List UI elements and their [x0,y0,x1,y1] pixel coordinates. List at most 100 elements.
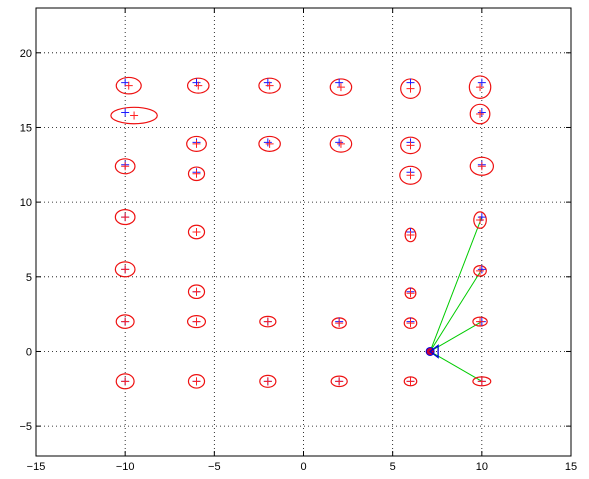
x-tick-label: 15 [565,461,577,473]
covariance-ellipse [114,209,136,226]
y-tick-labels: −5 0 5 10 15 20 [19,48,32,433]
covariance-ellipses [110,75,495,390]
covariance-ellipse [468,75,492,99]
x-tick-label: −10 [116,461,135,473]
covariance-ellipse [187,284,206,300]
estimated-landmark-marker [406,377,415,386]
estimated-landmark-marker [121,265,130,274]
covariance-ellipse [469,156,495,176]
estimated-landmark-marker [336,139,345,148]
covariance-ellipse [400,136,421,155]
covariance-ellipse [187,166,206,182]
true-landmark-marker [121,108,130,117]
covariance-ellipse [473,265,487,277]
true-landmark-marker [263,138,272,147]
y-tick-label: 15 [20,122,32,134]
covariance-ellipse [115,314,135,329]
estimated-landmark-marker [265,81,274,90]
x-tick-label: −5 [208,461,221,473]
covariance-ellipse [110,106,158,125]
estimated-landmark-marker [121,162,130,171]
estimated-landmark-marker [192,377,201,386]
observation-lines [429,216,483,382]
estimated-landmark-marker [192,317,201,326]
true-landmark-marker [477,108,486,117]
estimated-landmark-marker [130,111,139,120]
true-landmark-marker [477,78,486,87]
covariance-ellipse [186,77,210,94]
estimated-landmark-marker [406,319,415,328]
covariance-ellipse [469,103,491,125]
estimated-landmark-marker [121,377,130,386]
covariance-ellipse [472,376,492,387]
estimated-landmark-marker [406,171,415,180]
grid-lines [36,8,571,456]
estimated-landmark-marker [121,317,130,326]
true-landmark-marker [335,78,344,87]
observation-line [429,269,483,352]
axis-ticks [35,8,572,456]
covariance-ellipse [187,374,206,389]
estimated-landmark-marker [192,139,201,148]
covariance-ellipse [403,376,418,387]
estimated-landmark-marker [335,377,344,386]
x-tick-label: 10 [476,461,488,473]
estimated-landmark-marker [476,216,485,225]
estimated-landmark-marker [335,319,344,328]
estimated-landmark-marker [406,141,415,150]
x-tick-label: −15 [27,461,46,473]
observation-line [429,216,483,352]
covariance-ellipse [114,158,136,175]
y-tick-label: 0 [26,346,32,358]
estimated-landmark-marker [406,84,415,93]
covariance-ellipse [472,316,488,327]
estimated-landmark-marker [476,317,485,326]
estimated-landmark-marker [192,287,201,296]
covariance-ellipse [258,77,281,94]
robot-pose [425,344,439,359]
estimated-landmark-marker [476,110,485,119]
y-tick-label: 20 [20,48,32,60]
true-landmark-marker [335,138,344,147]
robot-heading-triangle [429,344,439,359]
covariance-ellipse [259,315,277,328]
estimated-landmark-marker [406,230,415,239]
covariance-ellipse [330,375,348,388]
estimated-landmark-marker [406,289,415,298]
estimated-landmark-markers [121,81,486,386]
covariance-ellipse [258,135,281,152]
estimated-landmark-marker [192,228,201,236]
estimated-landmark-marker [121,213,130,222]
estimated-landmark-marker [192,169,201,178]
covariance-ellipse [115,373,135,390]
estimated-landmark-marker [476,266,485,275]
covariance-ellipse [114,261,136,278]
covariance-ellipse [473,211,487,229]
covariance-ellipse [399,165,422,185]
covariance-ellipse [329,78,353,96]
covariance-ellipse [186,315,207,329]
estimated-landmark-marker [194,81,203,90]
estimated-landmark-marker [477,377,486,386]
y-tick-label: 5 [26,272,32,284]
estimated-landmark-marker [124,81,133,90]
x-tick-label: 0 [300,461,306,473]
y-tick-label: −5 [19,421,32,433]
estimated-landmark-marker [477,162,486,171]
estimated-landmark-marker [476,83,485,92]
y-tick-label: 10 [20,197,32,209]
covariance-ellipse [186,135,207,152]
covariance-ellipse [187,224,206,240]
covariance-ellipse [259,374,277,388]
estimated-landmark-marker [263,317,272,326]
estimated-landmark-marker [336,83,345,92]
x-tick-label: 5 [390,461,396,473]
estimated-landmark-marker [263,377,272,386]
true-landmark-marker [477,265,486,274]
covariance-ellipse [115,76,142,95]
covariance-ellipse [329,135,353,153]
x-tick-labels: −15 −10 −5 0 5 10 15 [27,461,577,473]
estimated-landmark-marker [265,139,274,148]
